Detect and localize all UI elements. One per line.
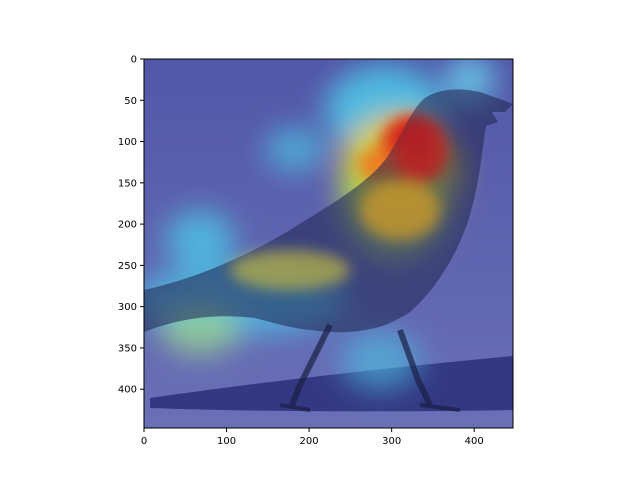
y-tick-label: 100	[118, 137, 137, 148]
y-axis: 0 50 100 150 200 250 300 350 400	[118, 55, 144, 396]
x-tick-label: 300	[382, 436, 401, 447]
y-tick-label: 350	[118, 343, 137, 354]
x-tick-label: 400	[465, 436, 484, 447]
x-tick-label: 100	[217, 436, 236, 447]
y-tick-label: 200	[118, 220, 137, 231]
y-tick-label: 50	[124, 96, 137, 107]
y-tick-label: 150	[118, 178, 137, 189]
y-tick-label: 300	[118, 302, 137, 313]
x-axis: 0 100 200 300 400	[141, 428, 484, 447]
x-tick-label: 200	[300, 436, 319, 447]
y-tick-label: 250	[118, 261, 137, 272]
y-tick-label: 400	[118, 385, 137, 396]
heatmap-image	[144, 59, 513, 428]
x-tick-label: 0	[141, 436, 147, 447]
y-tick-label: 0	[131, 55, 137, 66]
plot-frame	[143, 58, 514, 429]
